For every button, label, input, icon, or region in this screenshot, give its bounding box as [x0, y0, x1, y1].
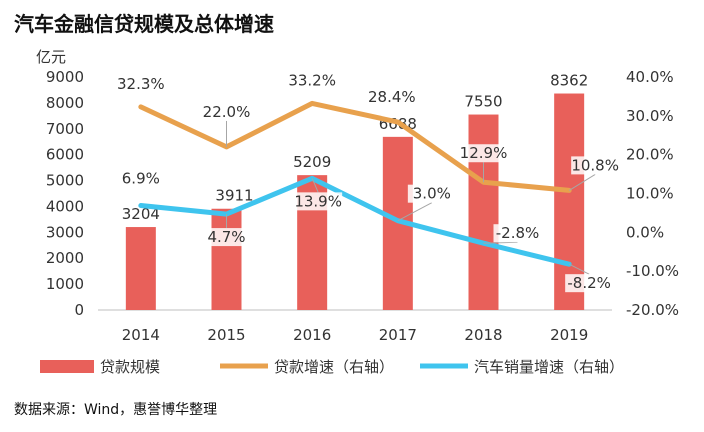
loan-growth-line [138, 100, 572, 193]
bar-data-label: 3911 [215, 187, 253, 205]
loan-growth-data-label: 10.8% [571, 156, 619, 174]
legend-swatch-bar [40, 360, 94, 373]
car-sales-growth-data-label: -8.2% [567, 274, 611, 292]
car-sales-growth-data-label: 4.7% [207, 228, 245, 246]
y2-tick-label: 0.0% [626, 223, 664, 241]
data-label-bg [202, 102, 251, 121]
y2-tick-label: -10.0% [626, 262, 679, 280]
loan-growth-data-label: 32.3% [117, 75, 165, 93]
y2-tick-label: 10.0% [626, 185, 674, 203]
y-tick-label: 0 [74, 301, 84, 319]
y-tick-label: 9000 [46, 68, 84, 86]
y-tick-label: 2000 [46, 249, 84, 267]
data-label-leader [483, 241, 518, 244]
data-label-leader [397, 202, 433, 222]
data-label-leader [311, 178, 319, 193]
bar-data-label: 5209 [293, 153, 331, 171]
y-tick-label: 1000 [46, 275, 84, 293]
data-label-bg [493, 224, 542, 243]
bar-data-label: 7550 [464, 93, 502, 111]
legend-label: 贷款增速（右轴） [274, 358, 394, 376]
y-axis-unit-label: 亿元 [36, 48, 66, 66]
y2-tick-label: -20.0% [626, 301, 679, 319]
x-tick-label: 2017 [379, 326, 417, 344]
legend-label: 贷款规模 [100, 358, 160, 376]
y2-tick-label: 40.0% [626, 68, 674, 86]
bar-data-label: 3204 [122, 205, 160, 223]
data-label-bg [294, 192, 343, 211]
y2-tick-label: 30.0% [626, 107, 674, 125]
data-label-bg [116, 74, 165, 93]
data-label-bg [367, 88, 416, 107]
loan-growth-data-label: 22.0% [203, 103, 251, 121]
data-label-leader [568, 263, 590, 275]
loan-growth-data-label: 28.4% [368, 88, 416, 106]
y-tick-label: 4000 [46, 197, 84, 215]
car-sales-growth-data-label: 3.0% [413, 185, 451, 203]
y2-tick-label: 20.0% [626, 146, 674, 164]
car-sales-growth-data-label: 13.9% [294, 192, 342, 210]
car-sales-growth-line [138, 175, 572, 267]
data-label-bg [288, 71, 337, 90]
bar [554, 93, 585, 310]
y-tick-label: 5000 [46, 172, 84, 190]
x-tick-label: 2019 [550, 326, 588, 344]
y-tick-label: 8000 [46, 94, 84, 112]
x-tick-label: 2016 [293, 326, 331, 344]
x-tick-label: 2018 [464, 326, 502, 344]
loan-growth-data-label: 33.2% [288, 71, 336, 89]
x-tick-label: 2015 [207, 326, 245, 344]
car-sales-growth-data-label: -2.8% [496, 224, 540, 242]
bar-data-label: 8362 [550, 72, 588, 90]
data-label-bg [116, 169, 165, 188]
data-label-bg [459, 144, 508, 163]
y-tick-label: 3000 [46, 223, 84, 241]
data-label-bg [565, 274, 614, 293]
y-tick-label: 6000 [46, 146, 84, 164]
data-label-bg [571, 156, 620, 175]
car-sales-growth-data-label: 6.9% [122, 170, 160, 188]
data-label-leader [568, 173, 596, 191]
data-label-bg [407, 184, 456, 203]
data-label-bg [202, 228, 251, 247]
y-tick-label: 7000 [46, 120, 84, 138]
source-note: 数据来源：Wind，惠誉博华整理 [14, 402, 218, 418]
chart-title: 汽车金融信贷规模及总体增速 [14, 12, 274, 36]
legend-label: 汽车销量增速（右轴） [474, 358, 624, 376]
loan-growth-data-label: 12.9% [460, 144, 508, 162]
bar [125, 227, 156, 310]
x-tick-label: 2014 [122, 326, 160, 344]
